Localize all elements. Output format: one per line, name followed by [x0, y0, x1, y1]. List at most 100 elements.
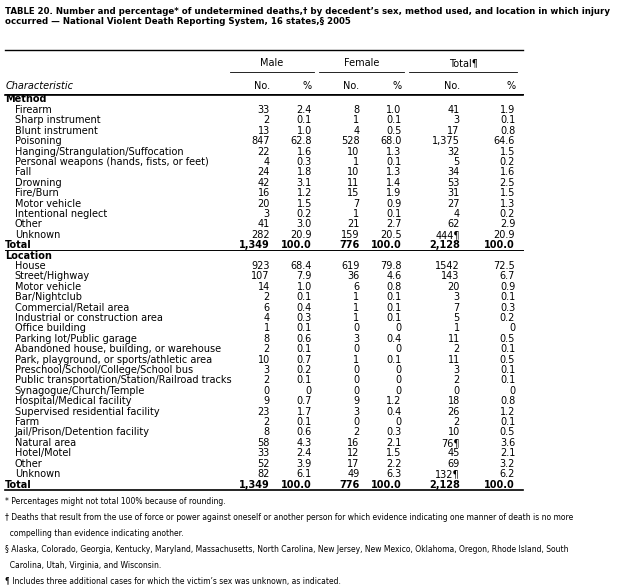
- Text: 100.0: 100.0: [485, 480, 515, 490]
- Text: 107: 107: [251, 271, 270, 281]
- Text: 0: 0: [509, 386, 515, 396]
- Text: 2.5: 2.5: [499, 178, 515, 188]
- Text: 8: 8: [263, 334, 270, 344]
- Text: 0: 0: [306, 386, 312, 396]
- Text: 1.0: 1.0: [387, 105, 402, 115]
- Text: Fire/Burn: Fire/Burn: [15, 188, 58, 198]
- Text: 1.8: 1.8: [297, 167, 312, 177]
- Text: Total¶: Total¶: [449, 58, 478, 68]
- Text: 26: 26: [447, 407, 460, 417]
- Text: 3: 3: [353, 407, 360, 417]
- Text: 1.2: 1.2: [387, 396, 402, 406]
- Text: 45: 45: [447, 448, 460, 458]
- Text: Intentional neglect: Intentional neglect: [15, 209, 107, 219]
- Text: 847: 847: [251, 136, 270, 146]
- Text: 0.5: 0.5: [500, 428, 515, 438]
- Text: 52: 52: [257, 459, 270, 469]
- Text: 776: 776: [339, 480, 360, 490]
- Text: 528: 528: [341, 136, 360, 146]
- Text: 16: 16: [347, 438, 360, 448]
- Text: 69: 69: [447, 459, 460, 469]
- Text: 58: 58: [257, 438, 270, 448]
- Text: 2: 2: [263, 417, 270, 427]
- Text: 0: 0: [395, 324, 402, 333]
- Text: 1: 1: [353, 355, 360, 364]
- Text: 619: 619: [341, 261, 360, 271]
- Text: 10: 10: [447, 428, 460, 438]
- Text: 0: 0: [395, 344, 402, 355]
- Text: Female: Female: [344, 58, 379, 68]
- Text: 6.7: 6.7: [500, 271, 515, 281]
- Text: 0.6: 0.6: [297, 334, 312, 344]
- Text: 1,349: 1,349: [239, 240, 270, 250]
- Text: 4: 4: [353, 126, 360, 136]
- Text: 14: 14: [258, 282, 270, 292]
- Text: 0.1: 0.1: [387, 209, 402, 219]
- Text: No.: No.: [254, 81, 270, 91]
- Text: Male: Male: [260, 58, 283, 68]
- Text: Office building: Office building: [15, 324, 86, 333]
- Text: 0.7: 0.7: [297, 355, 312, 364]
- Text: Preschool/School/College/School bus: Preschool/School/College/School bus: [15, 365, 193, 375]
- Text: 0.8: 0.8: [500, 126, 515, 136]
- Text: 100.0: 100.0: [485, 240, 515, 250]
- Text: 0.3: 0.3: [387, 428, 402, 438]
- Text: 49: 49: [347, 469, 360, 479]
- Text: 16: 16: [258, 188, 270, 198]
- Text: 2: 2: [453, 417, 460, 427]
- Text: 2: 2: [353, 428, 360, 438]
- Text: Carolina, Utah, Virginia, and Wisconsin.: Carolina, Utah, Virginia, and Wisconsin.: [5, 561, 162, 570]
- Text: ¶ Includes three additional cases for which the victim’s sex was unknown, as ind: ¶ Includes three additional cases for wh…: [5, 577, 341, 585]
- Text: 41: 41: [258, 219, 270, 229]
- Text: 10: 10: [347, 167, 360, 177]
- Text: 0.5: 0.5: [387, 126, 402, 136]
- Text: 5: 5: [453, 157, 460, 167]
- Text: 64.6: 64.6: [494, 136, 515, 146]
- Text: 6.2: 6.2: [500, 469, 515, 479]
- Text: † Deaths that result from the use of force or power against oneself or another p: † Deaths that result from the use of for…: [5, 513, 574, 522]
- Text: 9: 9: [263, 396, 270, 406]
- Text: 11: 11: [447, 334, 460, 344]
- Text: 2.7: 2.7: [386, 219, 402, 229]
- Text: 2,128: 2,128: [429, 240, 460, 250]
- Text: 20.9: 20.9: [494, 230, 515, 240]
- Text: 15: 15: [347, 188, 360, 198]
- Text: 0: 0: [353, 365, 360, 375]
- Text: 2.4: 2.4: [297, 448, 312, 458]
- Text: 0.7: 0.7: [297, 396, 312, 406]
- Text: 68.0: 68.0: [380, 136, 402, 146]
- Text: 0.1: 0.1: [387, 115, 402, 125]
- Text: 82: 82: [257, 469, 270, 479]
- Text: 8: 8: [353, 105, 360, 115]
- Text: 0: 0: [353, 376, 360, 386]
- Text: 41: 41: [447, 105, 460, 115]
- Text: Commercial/Retail area: Commercial/Retail area: [15, 302, 129, 312]
- Text: Park, playground, or sports/athletic area: Park, playground, or sports/athletic are…: [15, 355, 212, 364]
- Text: %: %: [392, 81, 402, 91]
- Text: 17: 17: [447, 126, 460, 136]
- Text: Fall: Fall: [15, 167, 31, 177]
- Text: 4.6: 4.6: [387, 271, 402, 281]
- Text: No.: No.: [344, 81, 360, 91]
- Text: 0.1: 0.1: [297, 115, 312, 125]
- Text: 2: 2: [453, 344, 460, 355]
- Text: Street/Highway: Street/Highway: [15, 271, 90, 281]
- Text: 159: 159: [341, 230, 360, 240]
- Text: 68.4: 68.4: [290, 261, 312, 271]
- Text: 1.9: 1.9: [500, 105, 515, 115]
- Text: 0.1: 0.1: [500, 365, 515, 375]
- Text: Parking lot/Public garage: Parking lot/Public garage: [15, 334, 137, 344]
- Text: 0.8: 0.8: [500, 396, 515, 406]
- Text: 0.1: 0.1: [387, 302, 402, 312]
- Text: 1.0: 1.0: [297, 126, 312, 136]
- Text: 11: 11: [347, 178, 360, 188]
- Text: 0.1: 0.1: [297, 344, 312, 355]
- Text: 1.5: 1.5: [387, 448, 402, 458]
- Text: 1: 1: [353, 115, 360, 125]
- Text: 4.3: 4.3: [297, 438, 312, 448]
- Text: 1.5: 1.5: [297, 198, 312, 208]
- Text: Public transportation/Station/Railroad tracks: Public transportation/Station/Railroad t…: [15, 376, 231, 386]
- Text: 3.2: 3.2: [500, 459, 515, 469]
- Text: 1.9: 1.9: [387, 188, 402, 198]
- Text: 20.9: 20.9: [290, 230, 312, 240]
